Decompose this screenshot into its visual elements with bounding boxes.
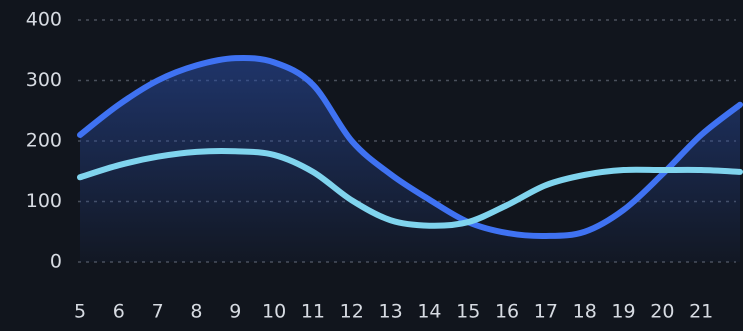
x-tick-label: 9	[229, 301, 241, 323]
line	[77, 148, 743, 229]
x-tick-label: 20	[650, 301, 674, 323]
line	[77, 54, 743, 240]
x-tick-label: 6	[113, 301, 125, 323]
area	[80, 57, 740, 263]
x-tick-label: 18	[573, 301, 597, 323]
y-tick-label: 300	[26, 69, 62, 91]
y-tick-label: 0	[50, 251, 62, 273]
y-tick-label: 200	[26, 130, 62, 152]
x-tick-label: 15	[456, 301, 480, 323]
x-tick-label: 8	[190, 301, 202, 323]
y-tick-label: 100	[26, 190, 62, 212]
x-tick-label: 10	[262, 301, 286, 323]
x-tick-label: 11	[301, 301, 325, 323]
x-tick-label: 7	[152, 301, 164, 323]
x-tick-label: 13	[378, 301, 402, 323]
x-tick-label: 5	[74, 301, 86, 323]
x-tick-label: 21	[689, 301, 713, 323]
x-tick-label: 16	[495, 301, 519, 323]
y-tick-label: 400	[26, 9, 62, 31]
x-tick-label: 17	[534, 301, 558, 323]
x-tick-label: 19	[611, 301, 635, 323]
x-tick-label: 12	[340, 301, 364, 323]
x-tick-label: 14	[417, 301, 441, 323]
